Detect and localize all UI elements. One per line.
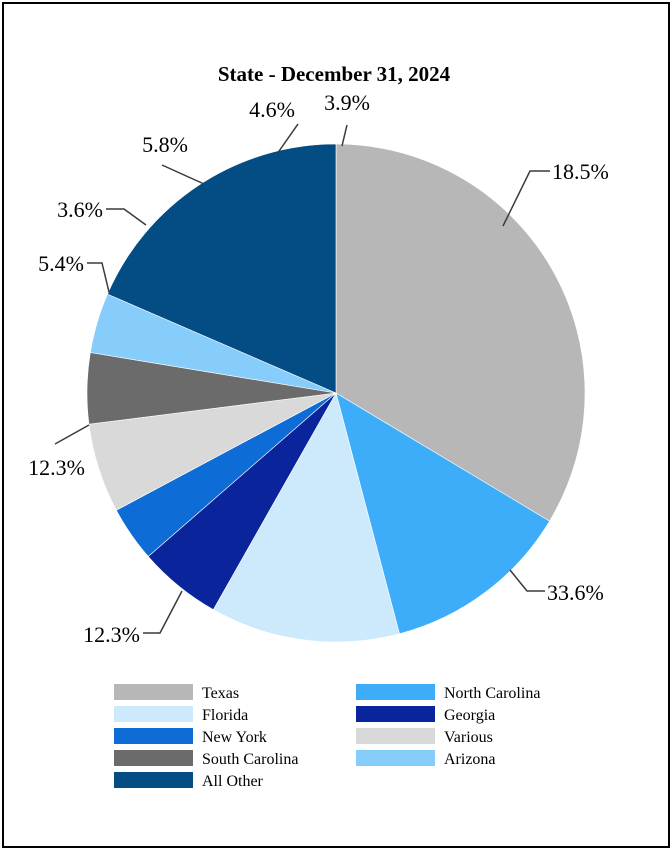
leader-line-north-carolina [143,590,183,634]
legend-swatch-texas [114,684,193,700]
chart-title: State - December 31, 2024 [218,62,451,86]
leader-line-florida [54,424,90,445]
legend-swatch-georgia [356,706,435,722]
leader-line-south-carolina [276,123,299,155]
data-label-all-other: 18.5% [552,159,609,184]
leader-line-arizona [341,124,348,147]
legend-label-north-carolina: North Carolina [444,685,540,702]
legend-label-south-carolina: South Carolina [202,751,298,768]
legend-swatch-arizona [356,750,435,766]
legend-label-arizona: Arizona [444,751,496,768]
legend-label-various: Various [444,729,493,746]
data-label-new-york: 3.6% [57,197,103,222]
legend-swatch-florida [114,706,193,722]
data-label-texas: 33.6% [547,580,604,605]
legend-swatch-south-carolina [114,750,193,766]
legend-swatch-new-york [114,728,193,744]
leader-line-georgia [87,262,110,293]
legend-label-all-other: All Other [202,773,264,790]
slice-florida [212,392,400,643]
leader-line-new-york [106,208,147,226]
data-label-north-carolina: 12.3% [83,622,140,647]
slice-all-other [107,143,337,394]
legend-label-new-york: New York [202,729,267,746]
data-label-georgia: 5.4% [38,251,84,276]
slice-north-carolina [335,392,550,635]
data-label-south-carolina: 4.6% [249,97,295,122]
leader-line-texas [509,569,545,592]
leader-line-all-other [502,170,550,227]
legend-swatch-all-other [114,772,193,788]
slice-texas [335,143,586,522]
legend-label-florida: Florida [202,707,248,724]
legend-label-georgia: Georgia [444,707,495,724]
legend-label-texas: Texas [202,685,239,702]
legend-swatch-various [356,728,435,744]
legend-swatch-north-carolina [356,684,435,700]
data-label-florida: 12.3% [28,455,85,480]
data-label-various: 5.8% [142,132,188,157]
data-label-arizona: 3.9% [324,90,370,115]
legend: Texas Florida New York South Carolina All Ot… [114,684,540,790]
leader-line-various [161,164,205,185]
